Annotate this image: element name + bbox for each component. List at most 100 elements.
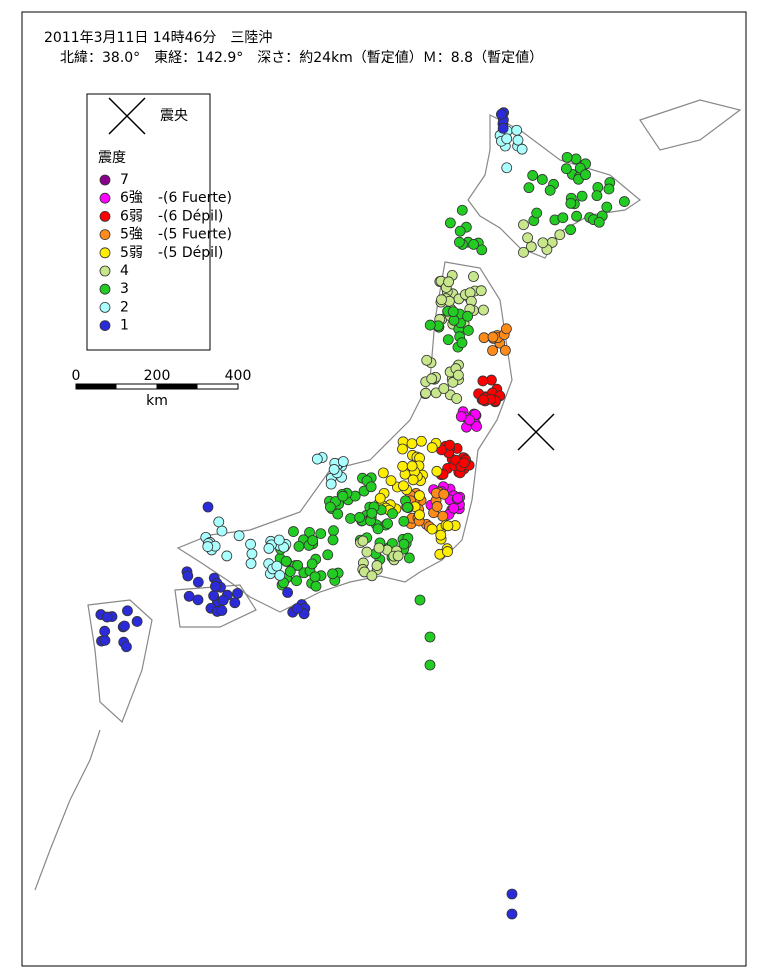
station-dot: [221, 550, 233, 562]
station-dot: [414, 594, 426, 606]
station-dot: [307, 535, 319, 546]
station-dot: [426, 523, 438, 535]
station-dot: [385, 475, 397, 487]
station-dot: [397, 443, 408, 455]
station-dot: [454, 225, 466, 237]
station-dot: [246, 548, 258, 560]
station-dot: [506, 888, 518, 900]
station-dot: [531, 207, 543, 219]
scale-tick-label: 0: [72, 368, 81, 384]
station-dot: [398, 480, 409, 492]
scale-tick-label: 200: [144, 368, 171, 384]
station-dot: [309, 571, 321, 583]
station-dot: [525, 241, 537, 253]
scale-bar: 0 200 400 km: [72, 368, 252, 409]
station-dot: [366, 570, 378, 582]
station-dot: [398, 515, 410, 527]
legend-swatch: [99, 210, 111, 222]
station-dot: [293, 540, 305, 552]
legend-items: 7 6強 -(6 Fuerte) 6弱 -(6 Dépil) 5強 -(5 Fuerte) 5…: [99, 172, 232, 334]
station-dot: [291, 575, 302, 587]
legend-label: 6弱: [120, 208, 143, 224]
station-dot: [327, 568, 338, 580]
station-dot: [447, 306, 459, 318]
station-dot: [475, 285, 487, 297]
station-dot: [217, 594, 229, 606]
station-dot: [544, 184, 556, 196]
frame: [21, 11, 747, 967]
station-dot: [325, 478, 337, 490]
station-dot: [414, 509, 425, 521]
station-dot: [447, 376, 459, 388]
station-dot: [121, 641, 132, 653]
station-dot: [487, 331, 499, 343]
station-dot: [511, 124, 523, 136]
station-dot: [424, 631, 436, 643]
station-dot: [99, 634, 111, 646]
station-dot: [322, 549, 334, 561]
station-dot: [593, 216, 605, 228]
station-dot: [476, 244, 488, 256]
station-dot: [523, 182, 535, 194]
legend-swatch: [99, 283, 111, 295]
station-dot: [213, 516, 225, 528]
scale-tick-label: 400: [225, 368, 252, 384]
station-dot: [431, 501, 443, 512]
station-dot: [282, 587, 294, 598]
legend-swatch: [99, 174, 111, 186]
station-dot: [501, 323, 512, 335]
station-dot: [591, 190, 603, 202]
legend-label: 1: [120, 318, 129, 334]
station-dot: [501, 162, 513, 174]
station-dot: [603, 183, 615, 195]
station-dot: [443, 276, 454, 288]
station-dot: [580, 169, 591, 181]
station-dot: [571, 210, 582, 222]
station-dot: [536, 174, 548, 185]
station-dot: [561, 151, 573, 163]
station-dot: [424, 319, 436, 331]
station-dot: [119, 620, 130, 632]
station-dot: [357, 535, 369, 547]
legend-label: 7: [120, 172, 129, 188]
legend-label: 6強: [120, 190, 143, 206]
station-dot: [426, 373, 438, 385]
legend-label: 3: [120, 281, 129, 297]
station-dot: [372, 523, 384, 535]
legend-label: 4: [120, 263, 129, 279]
station-dot: [407, 474, 419, 486]
station-dot: [202, 541, 214, 552]
station-dot: [421, 354, 433, 366]
station-dot: [495, 108, 507, 120]
station-dot: [406, 460, 418, 472]
station-dot: [311, 453, 323, 465]
station-dot: [438, 488, 450, 500]
legend-swatch: [99, 301, 111, 313]
station-dot: [478, 332, 490, 344]
header-line2: 北緯：38.0° 東経：142.9° 深さ：約24km（暫定値）Ｍ：8.8（暫定…: [60, 50, 543, 66]
station-dot: [444, 217, 456, 229]
header-line1: 2011年3月11日 14時46分 三陸沖: [44, 30, 272, 46]
station-dot: [232, 587, 243, 599]
station-dot: [477, 375, 489, 387]
station-dot: [416, 435, 427, 447]
station-dot: [512, 134, 524, 146]
station-dot: [327, 534, 339, 546]
legend-swatch: [99, 247, 111, 259]
station-dots: [95, 107, 630, 920]
legend-note: -(5 Fuerte): [158, 227, 232, 243]
station-dot: [345, 513, 356, 524]
station-dot: [245, 538, 256, 550]
station-dot: [315, 528, 327, 540]
legend-title: 震度: [98, 150, 126, 166]
station-dot: [202, 501, 214, 513]
station-dot: [570, 153, 582, 165]
station-dot: [456, 337, 468, 349]
legend-epicenter: 震央: [160, 108, 188, 124]
legend-note: -(6 Dépil): [158, 208, 223, 224]
station-dot: [387, 508, 398, 519]
station-dot: [554, 229, 566, 241]
station-dot: [601, 201, 613, 213]
station-dot: [292, 560, 304, 571]
station-dot: [453, 236, 465, 248]
